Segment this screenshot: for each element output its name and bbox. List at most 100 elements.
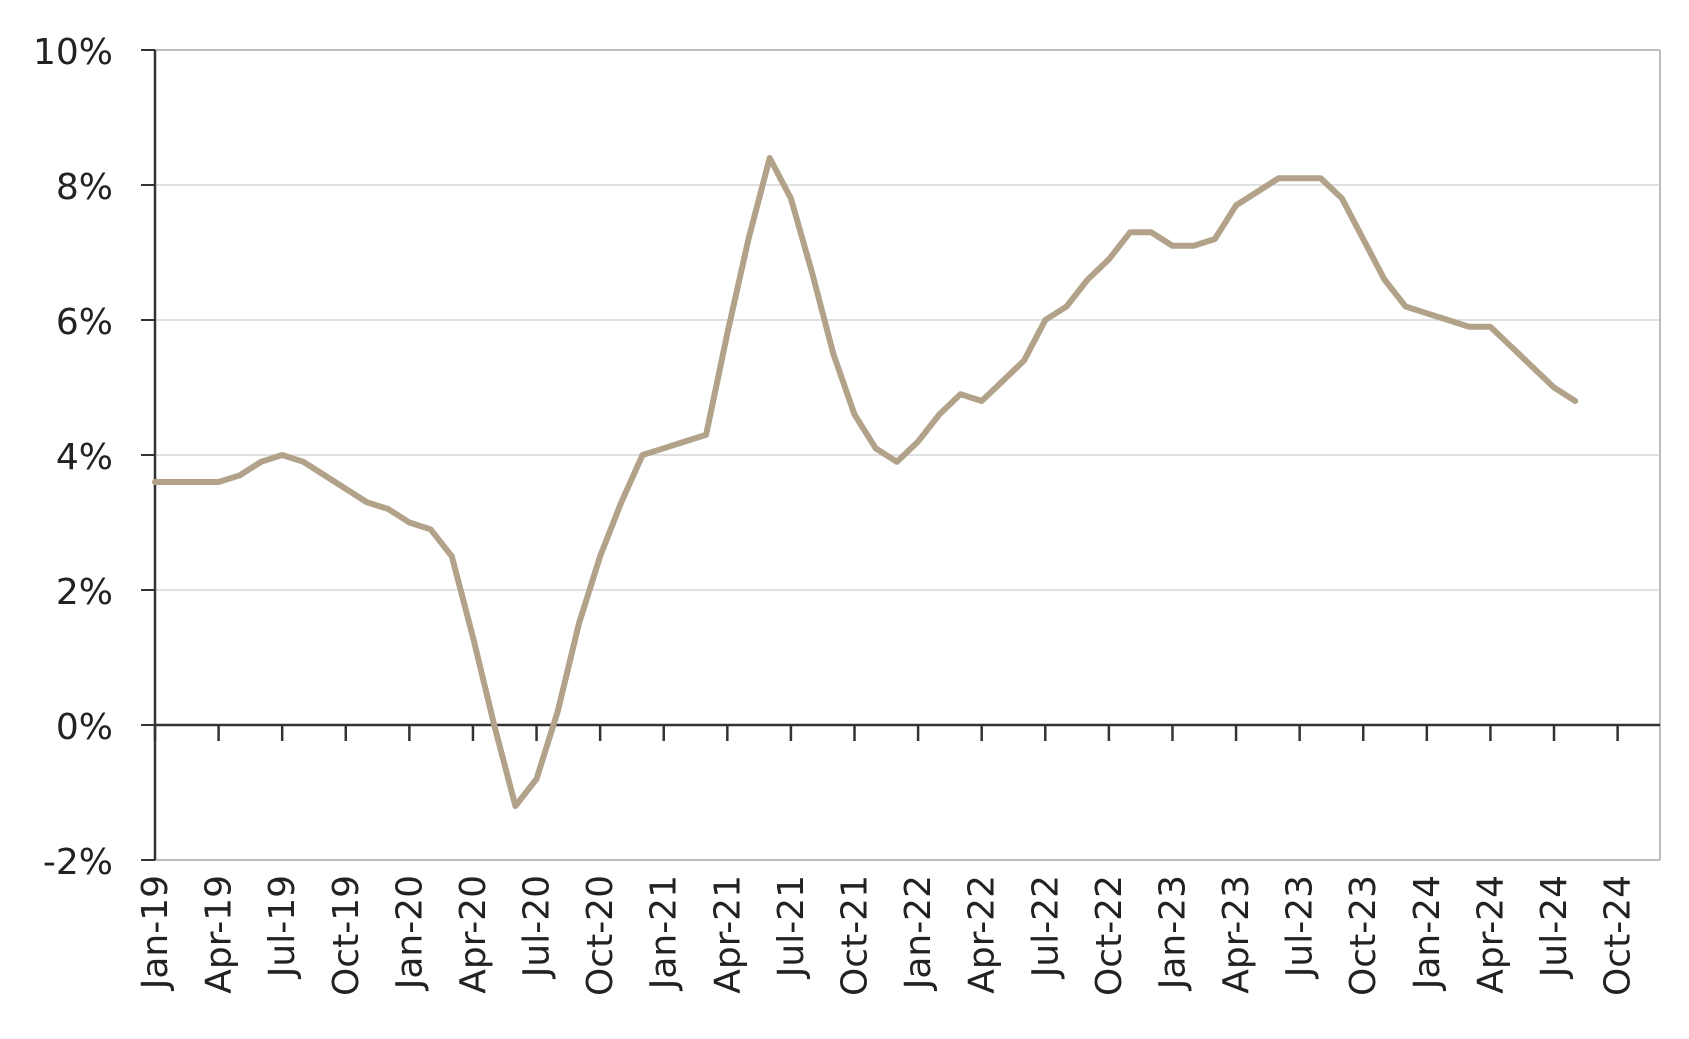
data-point bbox=[216, 479, 222, 485]
data-point bbox=[640, 452, 646, 458]
x-tick-label: Jul-24 bbox=[1534, 875, 1575, 979]
data-point bbox=[1170, 243, 1176, 249]
x-tick-label: Oct-19 bbox=[326, 875, 367, 996]
data-point bbox=[1509, 344, 1515, 350]
x-tick-label: Oct-24 bbox=[1598, 875, 1639, 996]
axes bbox=[141, 49, 1660, 861]
data-point bbox=[258, 459, 264, 465]
data-point bbox=[936, 412, 942, 418]
series-layer bbox=[152, 155, 1579, 809]
data-point bbox=[979, 398, 985, 404]
data-point bbox=[364, 499, 370, 505]
x-tick-label: Oct-21 bbox=[835, 875, 876, 996]
data-point bbox=[724, 331, 730, 337]
x-tick-label: Oct-22 bbox=[1089, 875, 1130, 996]
x-tick-label: Apr-22 bbox=[962, 875, 1003, 994]
data-point bbox=[958, 391, 964, 397]
x-tick-label: Jul-21 bbox=[771, 875, 812, 979]
y-tick-label: 0% bbox=[56, 707, 113, 748]
data-point bbox=[830, 351, 836, 357]
x-tick-label: Jan-21 bbox=[644, 875, 685, 991]
data-point bbox=[1297, 175, 1303, 181]
x-tick-label: Apr-21 bbox=[707, 875, 748, 994]
data-point bbox=[173, 479, 179, 485]
x-tick-label: Jan-22 bbox=[898, 875, 939, 991]
data-point bbox=[1127, 229, 1133, 235]
x-tick-label: Oct-20 bbox=[580, 875, 621, 996]
data-point bbox=[1233, 202, 1239, 208]
data-point bbox=[1212, 236, 1218, 242]
data-point bbox=[406, 520, 412, 526]
x-tick-label: Apr-20 bbox=[453, 875, 494, 994]
x-tick-label: Jan-20 bbox=[389, 875, 430, 991]
data-point bbox=[788, 196, 794, 202]
y-tick-label: 10% bbox=[33, 32, 113, 73]
y-tick-label: 8% bbox=[56, 167, 113, 208]
data-point bbox=[873, 445, 879, 451]
data-point bbox=[534, 776, 540, 782]
data-point bbox=[852, 412, 858, 418]
data-point bbox=[1424, 310, 1430, 316]
x-tick-label: Jul-22 bbox=[1025, 875, 1066, 979]
x-tick-labels: Jan-19 Apr-19 Jul-19 Oct-19 Jan-20 Apr-20 Jul-… bbox=[135, 875, 1639, 996]
data-point bbox=[1276, 175, 1282, 181]
data-point bbox=[1339, 196, 1345, 202]
data-point bbox=[300, 459, 306, 465]
data-point bbox=[152, 479, 158, 485]
data-point bbox=[576, 621, 582, 627]
data-point bbox=[1381, 277, 1387, 283]
data-point bbox=[428, 526, 434, 532]
x-tick-label: Jan-23 bbox=[1152, 875, 1193, 991]
data-point bbox=[322, 472, 328, 478]
data-point bbox=[1572, 398, 1578, 404]
data-point bbox=[555, 709, 561, 715]
data-point bbox=[682, 439, 688, 445]
data-point bbox=[1000, 378, 1006, 384]
data-point bbox=[1318, 175, 1324, 181]
data-point bbox=[1085, 277, 1091, 283]
y-tick-label: 4% bbox=[56, 437, 113, 478]
x-tick-label: Jul-20 bbox=[517, 875, 558, 979]
data-point bbox=[1064, 304, 1070, 310]
data-point bbox=[385, 506, 391, 512]
data-point bbox=[1403, 304, 1409, 310]
x-tick-label: Jan-19 bbox=[135, 875, 176, 991]
y-tick-label: 6% bbox=[56, 302, 113, 343]
data-point bbox=[237, 472, 243, 478]
data-point bbox=[746, 236, 752, 242]
y-tick-label: -2% bbox=[43, 842, 113, 883]
data-point bbox=[491, 722, 497, 728]
data-point bbox=[703, 432, 709, 438]
data-point bbox=[449, 553, 455, 559]
x-tick-label: Apr-23 bbox=[1216, 875, 1257, 994]
data-point bbox=[1360, 236, 1366, 242]
data-point bbox=[194, 479, 200, 485]
data-point bbox=[809, 270, 815, 276]
series-line bbox=[152, 155, 1579, 809]
data-point bbox=[1148, 229, 1154, 235]
data-point bbox=[1106, 256, 1112, 262]
x-tick-label: Jul-19 bbox=[262, 875, 303, 979]
y-tick-labels: 10% 8% 6% 4% 2% 0% -2% bbox=[33, 32, 113, 883]
data-point bbox=[1466, 324, 1472, 330]
data-point bbox=[1021, 358, 1027, 364]
x-tick-label: Oct-23 bbox=[1343, 875, 1384, 996]
data-point bbox=[279, 452, 285, 458]
data-point bbox=[1254, 189, 1260, 195]
x-tick-label: Jul-23 bbox=[1280, 875, 1321, 979]
data-point bbox=[894, 459, 900, 465]
data-point bbox=[618, 499, 624, 505]
data-point bbox=[767, 155, 773, 161]
gridlines bbox=[155, 184, 1660, 591]
data-point bbox=[1042, 317, 1048, 323]
data-point bbox=[915, 439, 921, 445]
data-point bbox=[1487, 324, 1493, 330]
x-tick-label: Apr-24 bbox=[1470, 875, 1511, 994]
data-point bbox=[1551, 385, 1557, 391]
data-point bbox=[1445, 317, 1451, 323]
data-point bbox=[512, 803, 518, 809]
data-point bbox=[343, 486, 349, 492]
x-tick-label: Apr-19 bbox=[199, 875, 240, 994]
